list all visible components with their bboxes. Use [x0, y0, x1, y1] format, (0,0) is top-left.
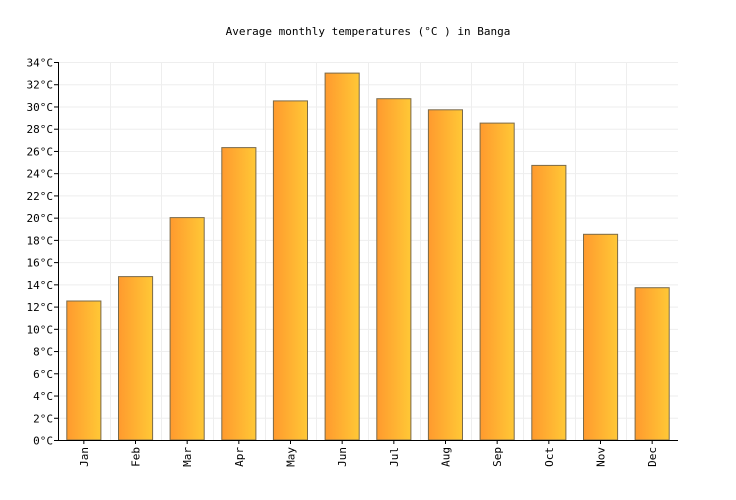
- bars: [66, 72, 670, 441]
- y-tick-label: 14°C: [27, 279, 54, 292]
- bar-apr: [221, 147, 257, 441]
- chart-title: Average monthly temperatures (°C ) in Ba…: [226, 25, 511, 38]
- y-tick-label: 8°C: [33, 346, 53, 359]
- bar-jun: [324, 72, 360, 441]
- y-tick-label: 28°C: [27, 123, 54, 136]
- bar-oct: [531, 164, 567, 441]
- x-tick-label: Aug: [440, 447, 453, 467]
- bar-feb: [118, 276, 154, 441]
- y-tick-label: 4°C: [33, 390, 53, 403]
- y-tick-label: 32°C: [27, 79, 54, 92]
- x-tick-label: Feb: [130, 447, 143, 467]
- bar-sep: [479, 122, 515, 441]
- y-axis-ticks: 0°C 2°C 4°C 6°C 8°C 10°C 12°C 14°C 16°C 18°C 20°C 2…: [27, 57, 58, 448]
- bar-may: [272, 100, 308, 441]
- y-tick-label: 22°C: [27, 190, 54, 203]
- bar-mar: [169, 217, 205, 441]
- y-tick-label: 0°C: [33, 435, 53, 448]
- y-tick-label: 30°C: [27, 101, 54, 114]
- y-tick-label: 26°C: [27, 145, 54, 158]
- bar-jan: [66, 300, 102, 441]
- x-tick-label: Nov: [595, 447, 608, 467]
- x-tick-label: Apr: [233, 447, 246, 467]
- x-tick-label: Jul: [388, 447, 401, 467]
- x-tick-label: Jun: [336, 447, 349, 467]
- x-tick-label: Jan: [78, 447, 91, 467]
- y-tick-label: 24°C: [27, 168, 54, 181]
- x-tick-label: Mar: [181, 447, 194, 467]
- y-tick-label: 12°C: [27, 301, 54, 314]
- bar-nov: [583, 233, 619, 441]
- x-tick-label: Oct: [543, 447, 556, 467]
- grid-lines: [58, 62, 678, 441]
- y-tick-label: 2°C: [33, 412, 53, 425]
- y-tick-label: 20°C: [27, 212, 54, 225]
- y-tick-label: 10°C: [27, 323, 54, 336]
- y-tick-label: 34°C: [27, 57, 54, 70]
- x-tick-label: Dec: [646, 447, 659, 467]
- y-tick-label: 18°C: [27, 234, 54, 247]
- x-axis-ticks: Jan Feb Mar Apr May Jun Jul Aug Sep Oct Nov Dec: [78, 440, 659, 467]
- bar-jul: [376, 98, 412, 441]
- x-tick-label: May: [285, 447, 298, 467]
- y-tick-label: 6°C: [33, 368, 53, 381]
- y-tick-label: 16°C: [27, 257, 54, 270]
- bar-aug: [427, 109, 463, 441]
- bar-dec: [634, 287, 670, 441]
- x-tick-label: Sep: [491, 447, 504, 467]
